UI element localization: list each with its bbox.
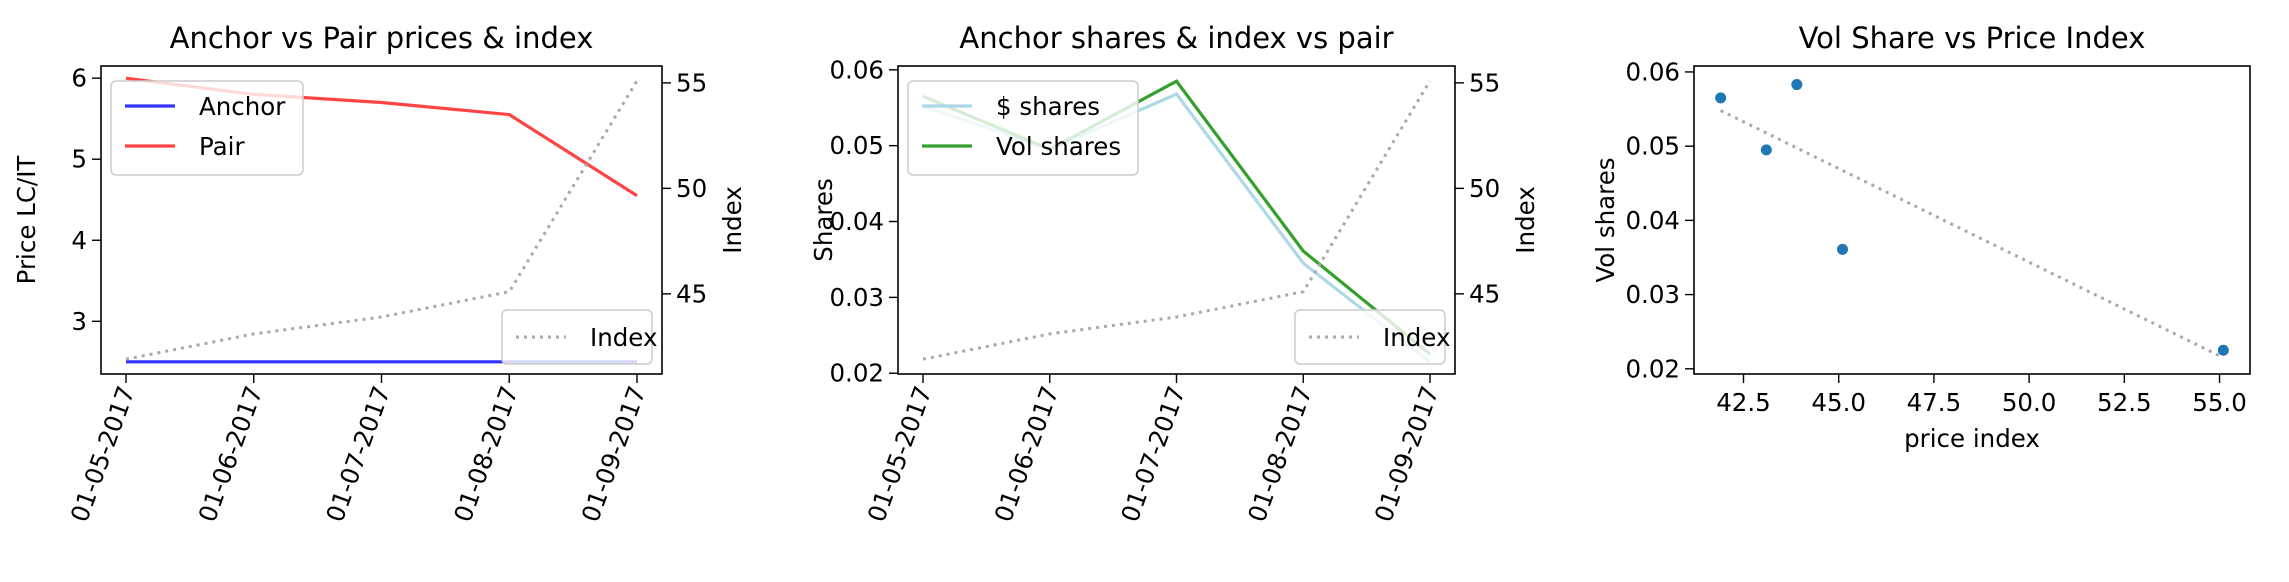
y-tick-label: 0.04	[1625, 206, 1680, 235]
scatter-point	[1837, 243, 1849, 255]
x-tick-label: 01-08-2017	[1242, 382, 1318, 526]
x-tick-label: 01-08-2017	[448, 382, 524, 526]
y-tick-label: 5	[71, 145, 87, 174]
x-tick-label: 45.0	[1811, 388, 1866, 417]
chart-title: Anchor vs Pair prices & index	[170, 21, 594, 55]
scatter-point	[2217, 344, 2229, 356]
y-tick-label: 0.03	[829, 283, 884, 312]
x-tick-label: 01-05-2017	[65, 382, 141, 526]
trend-line	[1719, 109, 2225, 360]
y-tick-label: 0.05	[1625, 132, 1680, 161]
x-tick-label: 01-09-2017	[576, 382, 652, 526]
y-axis-label: Price LC/IT	[12, 155, 41, 285]
y-tick-label: 0.02	[829, 359, 884, 388]
y-tick-label: 3	[71, 307, 87, 336]
legend-box	[1294, 309, 1446, 365]
y2-axis-label: Index	[718, 186, 747, 253]
chart-title: Vol Share vs Price Index	[1799, 21, 2146, 55]
x-tick-label: 01-06-2017	[192, 382, 268, 526]
legend-label: Vol shares	[996, 132, 1121, 161]
x-tick-label: 50.0	[2002, 388, 2057, 417]
chart-panel-2: Anchor shares & index vs pair 0.02 0.03 0.0…	[809, 21, 1540, 526]
y2-tick-label: 50	[676, 174, 707, 203]
y-tick-label: 0.06	[1625, 57, 1680, 86]
chart-panel-1: Anchor vs Pair prices & index34564550550…	[12, 21, 747, 526]
y-axis-label: Shares	[809, 178, 838, 261]
x-tick-label: 01-06-2017	[988, 382, 1064, 526]
chart-panel-3: Vol Share vs Price Index 0.02 0.03 0.04 0.05…	[1591, 21, 2251, 453]
y-tick-label: 0.02	[1625, 354, 1680, 383]
legend-label: Anchor	[199, 92, 286, 121]
legend-box	[501, 309, 653, 365]
y-tick-label: 6	[71, 64, 87, 93]
legend-label: Index	[1383, 323, 1450, 352]
y-tick-label: 0.05	[829, 131, 884, 160]
legend-index: Index	[501, 309, 657, 365]
legend-main: Anchor Pair	[110, 80, 304, 176]
x-tick-label: 01-09-2017	[1369, 382, 1445, 526]
x-tick-label: 01-07-2017	[320, 382, 396, 526]
legend-label: Index	[590, 323, 657, 352]
y-tick-label: 0.03	[1625, 280, 1680, 309]
legend-label: $ shares	[996, 92, 1100, 121]
y-tick-label: 4	[71, 226, 87, 255]
y2-tick-label: 45	[1469, 279, 1500, 308]
series-line-index	[922, 80, 1432, 361]
legend-index: Index	[1294, 309, 1450, 365]
y2-tick-label: 50	[1469, 174, 1500, 203]
y2-tick-label: 45	[676, 279, 707, 308]
plot-frame	[1693, 65, 2251, 375]
scatter-point	[1791, 79, 1803, 91]
x-tick-label: 47.5	[1907, 388, 1962, 417]
legend-label: Pair	[199, 132, 245, 161]
x-tick-label: 55.0	[2192, 388, 2247, 417]
chart-title: Anchor shares & index vs pair	[959, 21, 1393, 55]
y2-tick-label: 55	[676, 68, 707, 97]
x-tick-label: 01-07-2017	[1115, 382, 1191, 526]
y-axis-label: Vol shares	[1591, 157, 1620, 282]
x-tick-label: 42.5	[1716, 388, 1771, 417]
x-axis-label: price index	[1904, 424, 2040, 453]
legend-main: $ shares Vol shares	[907, 80, 1139, 176]
scatter-point	[1715, 92, 1727, 104]
y-tick-label: 0.06	[829, 55, 884, 84]
y2-tick-label: 55	[1469, 68, 1500, 97]
x-tick-label: 52.5	[2097, 388, 2152, 417]
y2-axis-label: Index	[1511, 186, 1540, 253]
x-tick-label: 01-05-2017	[862, 382, 938, 526]
y-tick-label: 0.04	[829, 207, 884, 236]
scatter-point	[1760, 144, 1772, 156]
